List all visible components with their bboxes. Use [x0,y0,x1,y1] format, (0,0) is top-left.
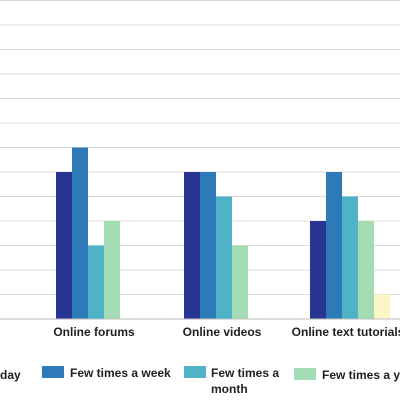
category-labels: Online forums Online videos Online text tu… [53,325,400,339]
legend-swatch-month [184,366,206,378]
category-label: Online forums [53,325,135,339]
category-label: Online videos [183,325,262,339]
bar-3-online-text-tutorials [342,196,358,319]
bar-2-online-forums [72,147,88,319]
bar-2-online-text-tutorials [326,172,342,319]
bar-4-online-videos [232,245,248,319]
legend-label-year: Few times a y [322,368,400,382]
bars [56,147,390,319]
bar-5-online-text-tutorials [374,294,390,319]
legend-label-month-line1: Few times a [211,366,279,380]
bar-4-online-text-tutorials [358,221,374,319]
legend-swatch-week [42,366,64,378]
bar-1-online-forums [56,172,72,319]
legend-label-month-line2: month [211,382,248,396]
bar-3-online-videos [216,196,232,319]
bar-1-online-text-tutorials [310,221,326,319]
category-label: Online text tutorials [292,325,400,339]
legend-label-day: day [0,368,21,382]
legend-label-week: Few times a week [70,366,171,380]
bar-2-online-videos [200,172,216,319]
bar-3-online-forums [88,245,104,319]
legend-swatch-year [294,368,316,380]
bar-1-online-videos [184,172,200,319]
bar-4-online-forums [104,221,120,319]
legend: day Few times a week Few times a month F… [0,366,400,396]
